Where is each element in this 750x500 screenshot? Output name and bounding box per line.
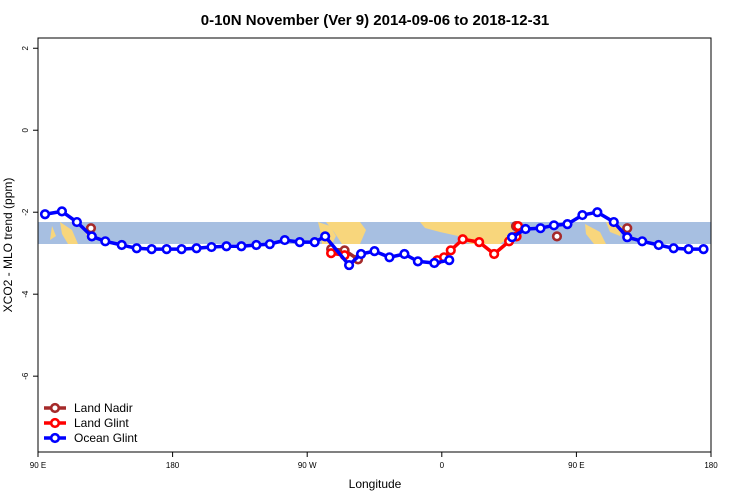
data-point bbox=[535, 223, 546, 234]
plot-area bbox=[39, 206, 709, 271]
data-point bbox=[161, 243, 172, 255]
legend-label: Land Glint bbox=[74, 416, 129, 430]
data-point bbox=[592, 207, 603, 218]
data-point bbox=[355, 248, 367, 260]
data-point bbox=[206, 241, 217, 253]
data-point bbox=[668, 243, 679, 254]
data-point bbox=[653, 239, 664, 251]
data-point bbox=[39, 209, 51, 220]
data-point bbox=[698, 243, 709, 255]
x-tick-label: 180 bbox=[704, 461, 718, 470]
data-point bbox=[520, 223, 531, 235]
data-point bbox=[457, 234, 468, 245]
data-point bbox=[445, 245, 456, 256]
x-axis-label: Longitude bbox=[349, 477, 402, 491]
data-point bbox=[548, 220, 560, 231]
x-tick-label: 90 W bbox=[298, 461, 317, 470]
x-tick-label: 0 bbox=[440, 461, 445, 470]
legend-swatch-point bbox=[49, 417, 61, 429]
data-point bbox=[100, 236, 111, 247]
data-point bbox=[399, 248, 410, 260]
legend-label: Ocean Glint bbox=[74, 431, 138, 445]
data-point bbox=[444, 255, 455, 266]
data-point bbox=[221, 241, 232, 252]
data-point bbox=[562, 218, 573, 230]
y-axis-label: XCO2 - MLO trend (ppm) bbox=[1, 178, 15, 313]
data-point bbox=[577, 209, 588, 221]
data-point bbox=[384, 252, 395, 263]
data-point bbox=[279, 234, 290, 246]
y-tick-label: -2 bbox=[21, 208, 30, 216]
plot-frame bbox=[37, 37, 712, 453]
data-point bbox=[309, 237, 320, 248]
data-point bbox=[71, 216, 82, 228]
data-point bbox=[369, 246, 380, 257]
data-point bbox=[86, 231, 97, 242]
data-point bbox=[191, 243, 202, 254]
y-tick-label: 0 bbox=[21, 127, 30, 132]
data-point bbox=[551, 231, 563, 242]
data-point bbox=[412, 256, 423, 267]
data-point bbox=[637, 236, 648, 247]
data-point bbox=[176, 243, 187, 255]
data-point bbox=[294, 237, 305, 248]
data-point bbox=[326, 248, 337, 259]
data-point bbox=[320, 231, 331, 242]
y-tick-label: 2 bbox=[21, 45, 30, 50]
data-point bbox=[608, 216, 619, 228]
data-point bbox=[489, 248, 500, 260]
legend-label: Land Nadir bbox=[74, 401, 133, 415]
data-point bbox=[236, 241, 247, 252]
data-point bbox=[146, 243, 157, 255]
y-tick-label: -4 bbox=[21, 290, 30, 298]
x-tick-label: 180 bbox=[166, 461, 180, 470]
x-tick-label: 90 E bbox=[30, 461, 46, 470]
data-point bbox=[343, 259, 355, 271]
data-point bbox=[251, 239, 262, 251]
data-point bbox=[683, 243, 694, 255]
legend-swatch-point bbox=[49, 432, 61, 444]
legend-swatch-point bbox=[49, 402, 61, 414]
data-point bbox=[622, 223, 633, 234]
data-point bbox=[429, 257, 440, 269]
data-point bbox=[56, 206, 68, 217]
data-point bbox=[622, 232, 633, 243]
data-point bbox=[131, 243, 142, 254]
y-tick-label: -6 bbox=[21, 372, 30, 380]
series-line bbox=[44, 209, 450, 267]
chart-title: 0-10N November (Ver 9) 2014-09-06 to 201… bbox=[201, 12, 550, 29]
data-point bbox=[506, 232, 518, 243]
data-point bbox=[264, 239, 275, 250]
data-point bbox=[474, 237, 485, 248]
data-point bbox=[116, 239, 127, 251]
x-tick-label: 90 E bbox=[568, 461, 584, 470]
